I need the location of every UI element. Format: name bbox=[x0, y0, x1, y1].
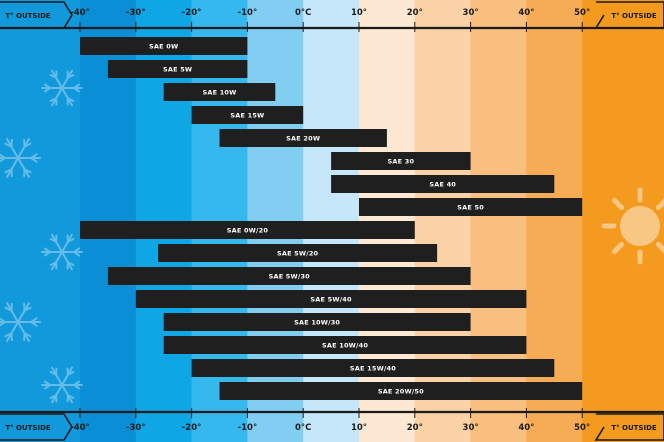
range-bar-label: SAE 20W bbox=[286, 134, 320, 142]
viscosity-range-bar: SAE 15W bbox=[191, 106, 304, 124]
range-bar-rect bbox=[359, 198, 583, 216]
axis-tick-label: 10° bbox=[351, 8, 367, 18]
axis-tick-label: -30° bbox=[126, 8, 146, 18]
axis-caption-text: T° OUTSIDE bbox=[611, 12, 657, 20]
range-bar-label: SAE 0W/20 bbox=[227, 226, 269, 234]
range-bar-rect bbox=[219, 129, 387, 147]
viscosity-range-bar: SAE 5W/40 bbox=[135, 290, 527, 308]
range-bar-label: SAE 15W/40 bbox=[350, 364, 396, 372]
axis-tick-label: -10° bbox=[238, 8, 258, 18]
viscosity-range-bar: SAE 10W/30 bbox=[163, 313, 471, 331]
temperature-band bbox=[582, 0, 664, 442]
viscosity-range-bar: SAE 0W bbox=[80, 37, 248, 55]
axis-tick-label: 20° bbox=[407, 8, 423, 18]
axis-tick-label: 20° bbox=[407, 423, 423, 433]
range-bar-rect bbox=[163, 83, 276, 101]
viscosity-bars: SAE 0W SAE 5W SAE 10W SAE 15W SAE 20W SAE 30 S… bbox=[80, 37, 583, 400]
axis-caption-text: T° OUTSIDE bbox=[5, 424, 51, 432]
viscosity-range-bar: SAE 5W/30 bbox=[107, 267, 471, 285]
viscosity-range-bar: SAE 30 bbox=[331, 152, 471, 170]
weather-icons bbox=[0, 69, 664, 404]
snowflake-icon bbox=[41, 233, 83, 271]
range-bar-label: SAE 5W bbox=[163, 65, 192, 73]
range-bar-label: SAE 10W/30 bbox=[294, 318, 340, 326]
range-bar-rect bbox=[80, 37, 248, 55]
axis-caption-outside: T° OUTSIDE bbox=[594, 413, 664, 441]
range-bar-label: SAE 10W/40 bbox=[322, 341, 368, 349]
snowflake-icon bbox=[41, 69, 83, 107]
axis-tick-label: -40° bbox=[70, 423, 90, 433]
axis-tick-label: 0°C bbox=[295, 423, 311, 433]
viscosity-range-bar: SAE 0W/20 bbox=[80, 221, 415, 239]
range-bar-label: SAE 30 bbox=[388, 157, 415, 165]
viscosity-range-bar: SAE 50 bbox=[359, 198, 583, 216]
axis-caption-text: T° OUTSIDE bbox=[611, 424, 657, 432]
range-bar-rect bbox=[135, 290, 527, 308]
axis-caption-outside: T° OUTSIDE bbox=[594, 1, 664, 29]
viscosity-range-bar: SAE 15W/40 bbox=[191, 359, 555, 377]
viscosity-range-bar: SAE 40 bbox=[331, 175, 555, 193]
viscosity-range-bar: SAE 10W bbox=[163, 83, 276, 101]
range-bar-rect bbox=[158, 244, 438, 262]
axis-tick-label: 30° bbox=[463, 423, 479, 433]
range-bar-label: SAE 10W bbox=[202, 88, 236, 96]
range-bar-rect bbox=[331, 175, 555, 193]
range-bar-label: SAE 20W/50 bbox=[378, 387, 424, 395]
range-bar-rect bbox=[163, 313, 471, 331]
axis-caption-text: T° OUTSIDE bbox=[5, 12, 51, 20]
temperature-band bbox=[0, 0, 81, 442]
axis-tick-label: 40° bbox=[518, 8, 534, 18]
range-bar-rect bbox=[80, 221, 415, 239]
axis-tick-label: 50° bbox=[574, 8, 590, 18]
axis-caption-outside: T° OUTSIDE bbox=[0, 413, 73, 441]
axis-tick-label: -20° bbox=[182, 423, 202, 433]
range-bar-label: SAE 5W/30 bbox=[269, 272, 311, 280]
axis-tick-label: 0°C bbox=[295, 8, 311, 18]
axis-tick-label: 30° bbox=[463, 8, 479, 18]
snowflake-icon bbox=[0, 301, 41, 343]
viscosity-range-bar: SAE 5W/20 bbox=[158, 244, 438, 262]
range-bar-label: SAE 15W bbox=[230, 111, 264, 119]
range-bar-rect bbox=[107, 267, 471, 285]
range-bar-rect bbox=[191, 359, 555, 377]
axis-tick-label: -30° bbox=[126, 423, 146, 433]
axis-tick-label: -40° bbox=[70, 8, 90, 18]
range-bar-label: SAE 0W bbox=[149, 42, 178, 50]
range-bar-label: SAE 50 bbox=[457, 203, 484, 211]
range-bar-rect bbox=[191, 106, 304, 124]
snowflake-icon bbox=[0, 137, 41, 179]
axis-tick-label: -20° bbox=[182, 8, 202, 18]
axis-tick-label: -10° bbox=[238, 423, 258, 433]
viscosity-range-bar: SAE 10W/40 bbox=[163, 336, 527, 354]
axis-tick-label: 10° bbox=[351, 423, 367, 433]
viscosity-range-bar: SAE 20W bbox=[219, 129, 387, 147]
viscosity-range-bar: SAE 20W/50 bbox=[219, 382, 583, 400]
range-bar-rect bbox=[163, 336, 527, 354]
axis-caption-outside: T° OUTSIDE bbox=[0, 1, 73, 29]
range-bar-rect bbox=[331, 152, 471, 170]
range-bar-label: SAE 5W/40 bbox=[310, 295, 352, 303]
snowflake-icon bbox=[41, 366, 83, 404]
axis-tick-label: 50° bbox=[574, 423, 590, 433]
range-bar-rect bbox=[107, 60, 248, 78]
range-bar-label: SAE 5W/20 bbox=[277, 249, 319, 257]
range-bar-label: SAE 40 bbox=[429, 180, 456, 188]
range-bar-rect bbox=[219, 382, 583, 400]
axis-tick-label: 40° bbox=[518, 423, 534, 433]
viscosity-range-bar: SAE 5W bbox=[107, 60, 248, 78]
sun-icon bbox=[601, 187, 664, 265]
